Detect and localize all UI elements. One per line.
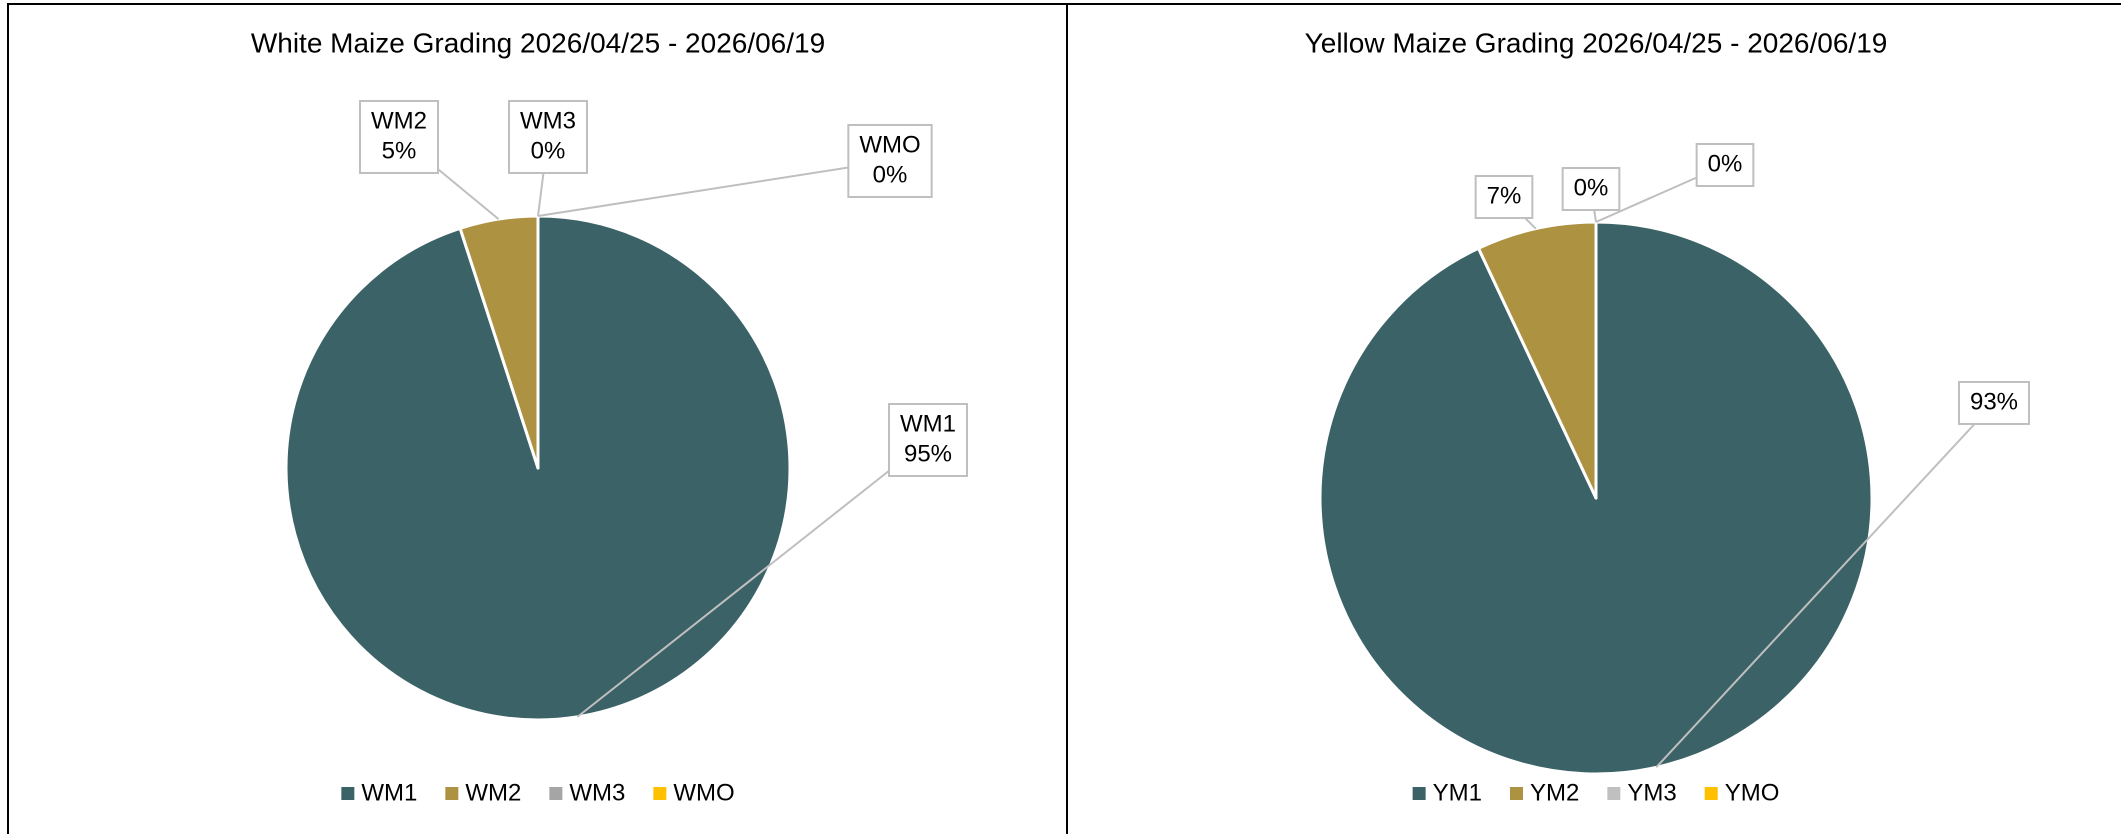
chart-title: Yellow Maize Grading 2026/04/25 - 2026/0… bbox=[1305, 27, 1888, 58]
legend-swatch bbox=[1704, 787, 1718, 800]
legend-label: WM3 bbox=[569, 779, 625, 806]
data-label: 93% bbox=[1957, 381, 2031, 425]
data-label-box bbox=[847, 124, 933, 198]
leader-line bbox=[1655, 402, 1995, 769]
data-labels: 93% 7% 0% 0% bbox=[1474, 143, 2031, 769]
data-label-text: WM1 bbox=[900, 410, 956, 437]
data-label: 0% bbox=[1695, 143, 1755, 187]
data-label-box bbox=[1957, 381, 2031, 425]
data-label-text: WM2 bbox=[371, 107, 427, 134]
legend-label: YMO bbox=[1725, 779, 1780, 806]
data-label-box bbox=[888, 403, 968, 477]
leader-line bbox=[576, 439, 929, 718]
legend-label: WMO bbox=[673, 779, 734, 806]
legend: YM1 YM2 YM3 YMO bbox=[1412, 779, 1780, 806]
data-label-box bbox=[508, 100, 588, 174]
data-label: WMO 0% bbox=[847, 124, 933, 198]
data-label-text: WMO bbox=[859, 131, 920, 158]
data-label-box bbox=[1695, 143, 1755, 187]
data-label-text: 7% bbox=[1487, 182, 1522, 209]
legend-swatch bbox=[341, 787, 355, 800]
leader-line bbox=[537, 160, 891, 217]
data-label-text: 0% bbox=[1574, 174, 1609, 201]
legend-label: WM1 bbox=[361, 779, 417, 806]
data-label-text: 0% bbox=[531, 137, 566, 164]
panel-frame bbox=[1066, 3, 2121, 834]
data-label-box bbox=[359, 100, 439, 174]
legend-swatch bbox=[653, 787, 667, 800]
data-label-box bbox=[1474, 175, 1534, 219]
data-label: 0% bbox=[1561, 167, 1621, 211]
chart-title: White Maize Grading 2026/04/25 - 2026/06… bbox=[251, 27, 825, 58]
data-label-text: 93% bbox=[1970, 388, 2018, 415]
legend-swatch bbox=[549, 787, 563, 800]
data-label-text: 95% bbox=[904, 440, 952, 467]
legend-swatch bbox=[1412, 787, 1426, 800]
legend-label: YM3 bbox=[1627, 779, 1676, 806]
legend-label: YM2 bbox=[1530, 779, 1579, 806]
data-label-text: 5% bbox=[382, 137, 417, 164]
legend: WM1 WM2 WM3 WMO bbox=[341, 779, 735, 806]
legend-label: WM2 bbox=[465, 779, 521, 806]
legend-swatch bbox=[1607, 787, 1621, 800]
data-label-text: 0% bbox=[1708, 150, 1743, 177]
legend-swatch bbox=[1509, 787, 1523, 800]
data-label-box bbox=[1561, 167, 1621, 211]
data-label-text: WM3 bbox=[520, 107, 576, 134]
legend-swatch bbox=[445, 787, 459, 800]
legend-label: YM1 bbox=[1433, 779, 1482, 806]
data-label: 7% bbox=[1474, 175, 1534, 219]
pie-slice bbox=[1476, 220, 1598, 500]
data-label-text: 0% bbox=[873, 161, 908, 188]
